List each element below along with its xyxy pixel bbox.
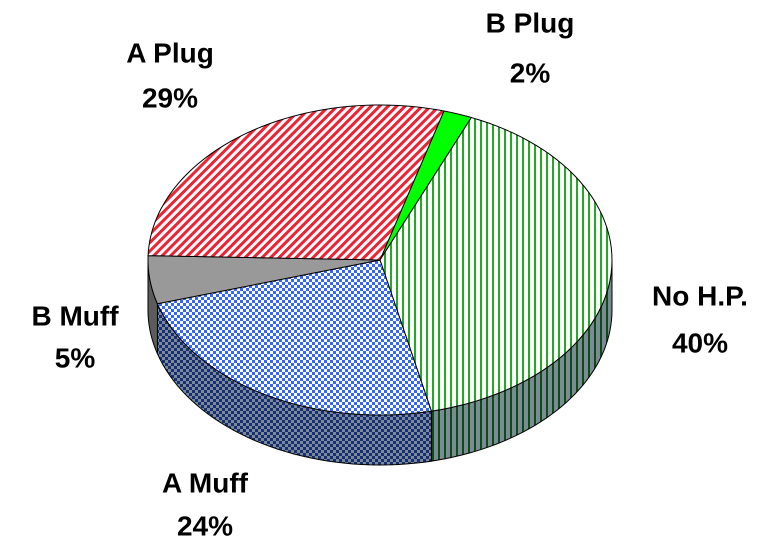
slice-value: 40% — [672, 327, 728, 358]
pie-slice — [379, 116, 613, 412]
slice-label: A Plug — [126, 37, 214, 68]
slice-label: B Plug — [486, 7, 575, 38]
slice-value: 2% — [510, 57, 551, 88]
pie-slice — [147, 255, 381, 305]
slice-label: A Muff — [162, 467, 249, 498]
slice-label: B Muff — [31, 300, 119, 331]
pie-slice — [156, 259, 433, 416]
slice-value: 5% — [55, 342, 96, 373]
pie-slice — [147, 104, 445, 261]
pie-slice — [379, 110, 473, 261]
labels: B Plug 2% No H.P. 40% A Muff 24% B Muff 5% A Plu… — [31, 7, 748, 541]
pie-tops — [147, 104, 613, 416]
slice-value: 24% — [177, 510, 233, 541]
slice-value: 29% — [142, 82, 198, 113]
slice-label: No H.P. — [652, 280, 748, 311]
